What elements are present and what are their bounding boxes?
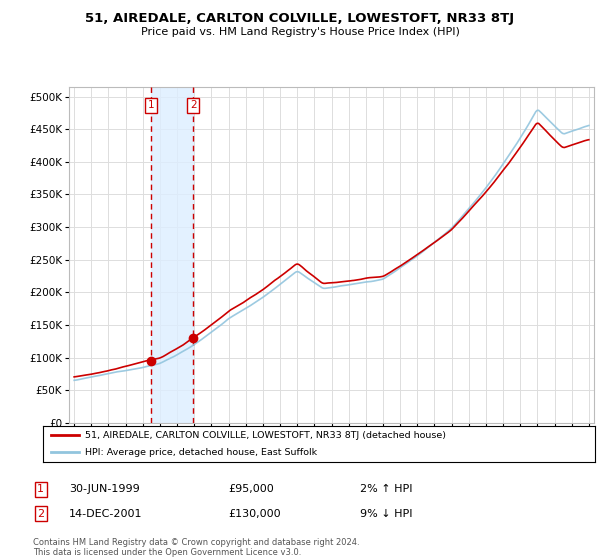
Text: Price paid vs. HM Land Registry's House Price Index (HPI): Price paid vs. HM Land Registry's House …	[140, 27, 460, 37]
Text: 51, AIREDALE, CARLTON COLVILLE, LOWESTOFT, NR33 8TJ (detached house): 51, AIREDALE, CARLTON COLVILLE, LOWESTOF…	[85, 431, 446, 440]
Text: Contains HM Land Registry data © Crown copyright and database right 2024.
This d: Contains HM Land Registry data © Crown c…	[33, 538, 359, 557]
Text: 2% ↑ HPI: 2% ↑ HPI	[360, 484, 413, 494]
Text: HPI: Average price, detached house, East Suffolk: HPI: Average price, detached house, East…	[85, 447, 317, 456]
Text: 14-DEC-2001: 14-DEC-2001	[69, 508, 143, 519]
Bar	[151, 87, 193, 423]
Text: 30-JUN-1999: 30-JUN-1999	[69, 484, 140, 494]
Text: 2: 2	[37, 508, 44, 519]
Text: 2: 2	[190, 100, 197, 110]
Text: £95,000: £95,000	[228, 484, 274, 494]
Text: 9% ↓ HPI: 9% ↓ HPI	[360, 508, 413, 519]
Text: 1: 1	[37, 484, 44, 494]
Text: £130,000: £130,000	[228, 508, 281, 519]
Text: 1: 1	[148, 100, 155, 110]
Text: 51, AIREDALE, CARLTON COLVILLE, LOWESTOFT, NR33 8TJ: 51, AIREDALE, CARLTON COLVILLE, LOWESTOF…	[85, 12, 515, 25]
